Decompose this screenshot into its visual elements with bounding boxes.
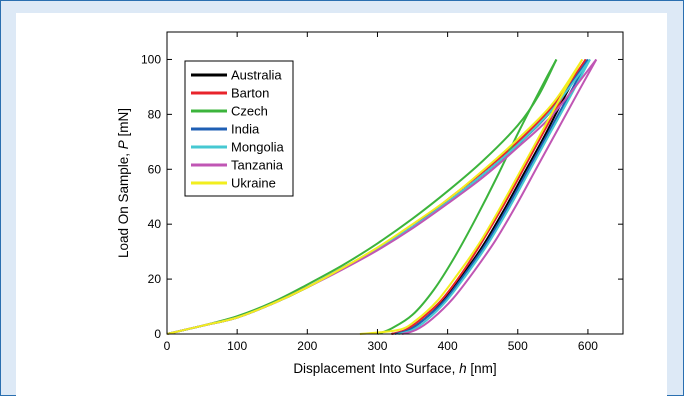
series-ukraine-unloading-line [360,60,582,335]
legend-label-tanzania: Tanzania [231,158,284,173]
y-tick-label: 80 [148,107,162,121]
y-axis-title: Load On Sample, P [mN] [116,108,131,258]
x-tick-label: 200 [297,339,317,353]
figure-frame: 0 100 200 300 400 500 600 0 20 40 60 80 100 Australi… [0,0,684,396]
y-axis-title-var: P [116,140,131,149]
x-tick-label: 0 [164,339,171,353]
x-tick-label: 600 [578,339,598,353]
x-tick-label: 400 [438,339,458,353]
legend: Australia Barton Czech India Mongolia Tanzani… [185,61,293,196]
x-axis-title-var: h [459,361,467,376]
legend-label-mongolia: Mongolia [231,140,285,155]
x-axis-title-prefix: Displacement Into Surface, [293,361,459,376]
x-tick-label: 100 [227,339,247,353]
x-tick-label: 500 [508,339,528,353]
y-tick-label: 60 [148,162,162,176]
figure-panel: 0 100 200 300 400 500 600 0 20 40 60 80 100 Australi… [16,13,667,409]
legend-label-barton: Barton [231,86,269,101]
y-tick-label: 20 [148,272,162,286]
y-axis-title-suffix: [mN] [116,108,131,140]
x-axis-title-suffix: [nm] [467,361,497,376]
x-tick-label: 300 [367,339,387,353]
load-displacement-chart: 0 100 200 300 400 500 600 0 20 40 60 80 100 Australi… [16,13,667,397]
legend-label-czech: Czech [231,104,268,119]
x-axis-title: Displacement Into Surface, h [nm] [293,361,496,376]
y-tick-label: 0 [154,327,161,341]
y-axis-title-prefix: Load On Sample, [116,149,131,258]
y-tick-label: 100 [141,52,161,66]
legend-label-ukraine: Ukraine [231,176,276,191]
series-czech-unloading-line [378,60,557,335]
legend-label-australia: Australia [231,68,282,83]
legend-label-india: India [231,122,260,137]
y-tick-label: 40 [148,217,162,231]
